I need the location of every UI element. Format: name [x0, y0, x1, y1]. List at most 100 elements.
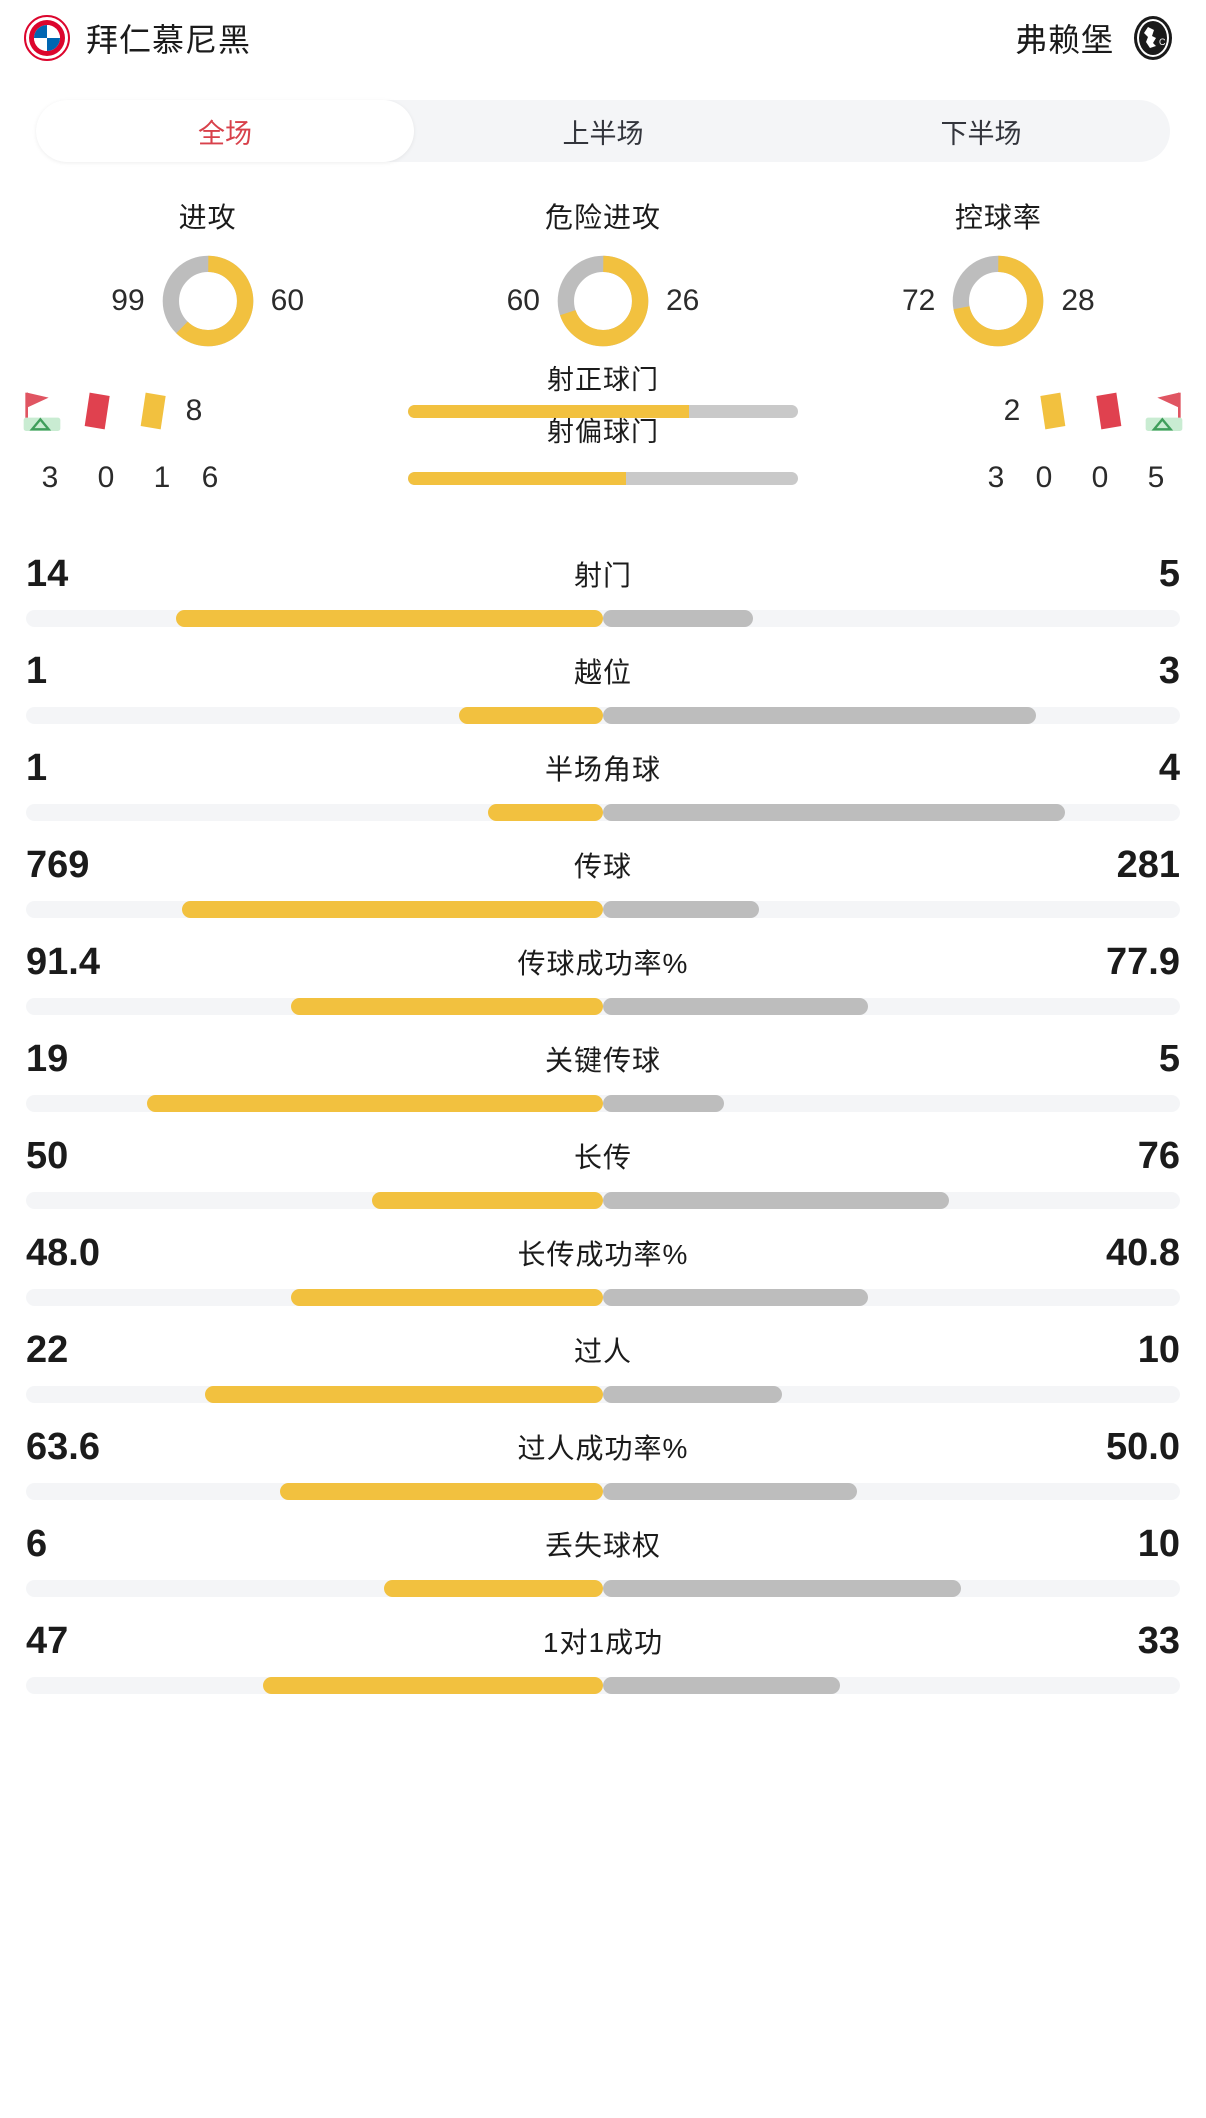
home-discipline-counts: 3 0 1 [22, 461, 190, 495]
stat-away-value: 4 [1158, 746, 1180, 789]
donut-dangerous-attack: 危险进攻 60 26 [405, 196, 800, 350]
donut-attack-chart [162, 255, 253, 347]
donut-dangerous-attack-home-value: 60 [506, 284, 540, 317]
stat-label: 半场角球 [544, 754, 661, 785]
stat-home-value: 22 [26, 1328, 69, 1371]
stat-home-value: 1 [26, 649, 48, 692]
donut-summary: 进攻 99 60 危险进攻 60 26 控球率 72 [0, 196, 1206, 350]
shots-on-target-label: 射正球门 [547, 365, 659, 395]
donut-possession-away-value: 28 [1061, 284, 1095, 317]
stat-away-value: 3 [1158, 649, 1180, 692]
stat-label: 长传成功率% [517, 1239, 689, 1270]
shots-off-target-bar-wrap: 射偏球门 [230, 417, 976, 508]
away-team: 弗赖堡 C [1015, 15, 1176, 61]
stat-home-value: 769 [26, 843, 90, 886]
shots-off-target-bar [408, 471, 798, 485]
stat-label: 传球 [573, 851, 632, 882]
corner-flag-icon [23, 392, 61, 431]
donut-dangerous-attack-chart [557, 255, 649, 347]
stat-bar [26, 1386, 1180, 1403]
away-red-card-count: 0 [1091, 461, 1109, 494]
stat-home-value: 6 [26, 1522, 48, 1565]
stat-label: 传球成功率% [517, 948, 689, 979]
home-team-name: 拜仁慕尼黑 [86, 22, 252, 58]
shots-off-target-label: 射偏球门 [547, 417, 659, 447]
stat-row: 19 关键传球 5 [26, 1015, 1180, 1112]
stat-home-value: 91.4 [26, 940, 100, 983]
red-card-icon [84, 392, 110, 430]
stat-row: 63.6 过人成功率% 50.0 [26, 1403, 1180, 1500]
away-yellow-card-count: 0 [1035, 461, 1053, 494]
shots-on-target-home-value: 8 [185, 394, 203, 427]
stat-row: 91.4 传球成功率% 77.9 [26, 918, 1180, 1015]
stat-row: 769 传球 281 [26, 821, 1180, 918]
home-team: 拜仁慕尼黑 [24, 15, 251, 61]
stats-list: 14 射门 5 1 越位 3 1 半场角球 4 769 传球 281 91.4 传球成功率% 77.9 19 关… [0, 530, 1206, 1694]
tab-first-half[interactable]: 上半场 [562, 118, 644, 149]
stat-bar [26, 1289, 1180, 1306]
stat-away-value: 5 [1158, 552, 1180, 595]
stat-row: 14 射门 5 [26, 530, 1180, 627]
stat-away-value: 50.0 [1106, 1425, 1180, 1468]
svg-text:C: C [1159, 37, 1166, 47]
home-corner-count: 3 [41, 461, 59, 494]
stat-bar [26, 998, 1180, 1015]
period-tabs[interactable]: 全场 上半场 下半场 [36, 100, 1170, 162]
shots-on-target-bar-wrap: 射正球门 [214, 365, 992, 442]
stat-bar [26, 1580, 1180, 1597]
donut-dangerous-attack-away-value: 26 [665, 284, 700, 317]
stat-label: 过人 [573, 1336, 632, 1367]
stat-bar [26, 1483, 1180, 1500]
stat-away-value: 76 [1137, 1134, 1180, 1177]
tab-second-half[interactable]: 下半场 [940, 118, 1022, 149]
donut-possession-home-value: 72 [901, 284, 936, 317]
stat-bar [26, 1677, 1180, 1694]
stat-bar [26, 1095, 1180, 1112]
donut-possession: 控球率 72 28 [801, 196, 1196, 350]
stat-label: 1对1成功 [542, 1627, 664, 1658]
home-yellow-card-count: 1 [153, 461, 171, 494]
stat-away-value: 40.8 [1106, 1231, 1180, 1274]
yellow-card-icon [1040, 392, 1066, 430]
stat-row: 48.0 长传成功率% 40.8 [26, 1209, 1180, 1306]
stat-home-value: 63.6 [26, 1425, 100, 1468]
stat-bar [26, 707, 1180, 724]
away-discipline-icons [1032, 389, 1184, 433]
donut-attack: 进攻 99 60 [10, 196, 405, 350]
stat-row: 6 丢失球权 10 [26, 1500, 1180, 1597]
bayern-munich-crest-icon [24, 15, 70, 61]
stat-label: 丢失球权 [544, 1530, 661, 1561]
stat-away-value: 281 [1116, 843, 1180, 886]
shots-off-target-home-value: 6 [201, 461, 219, 494]
shots-off-target-away-value: 3 [987, 461, 1005, 494]
freiburg-crest-icon: C [1134, 16, 1172, 60]
stat-label: 长传 [573, 1142, 632, 1173]
donut-dangerous-attack-label: 危险进攻 [544, 202, 661, 233]
stat-home-value: 19 [26, 1037, 69, 1080]
stat-bar [26, 1192, 1180, 1209]
stat-bar [26, 804, 1180, 821]
tab-full-match[interactable]: 全场 [36, 100, 414, 162]
stat-home-value: 50 [26, 1134, 69, 1177]
shots-on-target-bar [408, 404, 798, 418]
donut-attack-home-value: 99 [111, 284, 145, 317]
stat-home-value: 47 [26, 1619, 69, 1662]
match-header: 拜仁慕尼黑 弗赖堡 C [0, 0, 1206, 76]
yellow-card-icon [140, 392, 166, 430]
discipline-and-shots: 8 射正球门 2 3 0 [0, 365, 1206, 508]
away-corner-count: 5 [1147, 461, 1165, 494]
home-discipline-icons [22, 389, 174, 433]
stat-row: 47 1对1成功 33 [26, 1597, 1180, 1694]
stat-home-value: 14 [26, 552, 69, 595]
stat-away-value: 5 [1158, 1037, 1180, 1080]
stat-away-value: 10 [1137, 1328, 1180, 1371]
home-red-card-count: 0 [97, 461, 115, 494]
stat-row: 22 过人 10 [26, 1306, 1180, 1403]
stat-home-value: 48.0 [26, 1231, 100, 1274]
donut-possession-chart [953, 255, 1044, 347]
stat-label: 越位 [573, 657, 632, 688]
shots-off-target-row: 3 0 1 6 射偏球门 3 0 0 5 [22, 417, 1184, 508]
away-team-name: 弗赖堡 [1014, 22, 1114, 58]
red-card-icon [1096, 392, 1122, 430]
stat-home-value: 1 [26, 746, 48, 789]
